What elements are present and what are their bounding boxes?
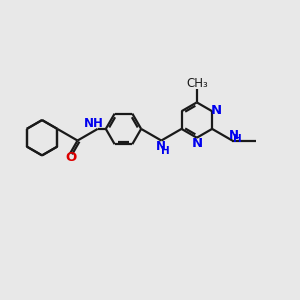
Text: N: N: [211, 103, 222, 116]
Text: N: N: [191, 136, 203, 150]
Text: N: N: [229, 129, 238, 142]
Text: CH₃: CH₃: [186, 77, 208, 90]
Text: H: H: [233, 134, 242, 144]
Text: O: O: [66, 151, 77, 164]
Text: NH: NH: [84, 117, 104, 130]
Text: H: H: [161, 146, 170, 156]
Text: N: N: [156, 140, 166, 153]
